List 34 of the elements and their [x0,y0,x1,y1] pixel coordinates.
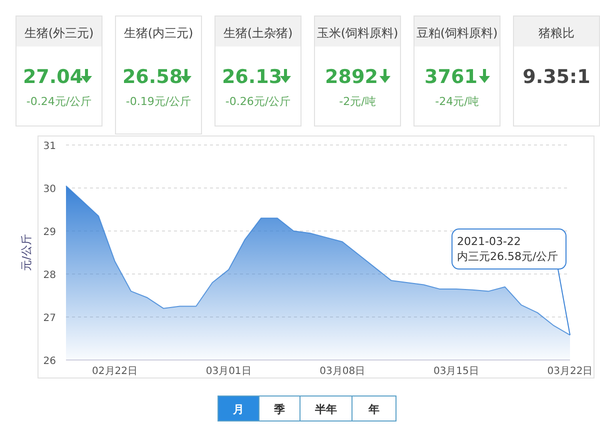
text: 27.04 [22,66,84,88]
y-tick-label: 29 [43,227,56,238]
text: 年 [368,403,380,416]
text: 月 [232,403,244,416]
text: 9.35:1 [522,66,590,88]
text: -0.19元/公斤 [126,95,192,108]
text: 26.13 [222,66,282,88]
y-tick-label: 28 [43,270,56,281]
text: 猪粮比 [538,26,574,40]
text: 季 [273,403,286,416]
x-tick-label: 03月22日 [547,366,593,377]
y-tick-label: 31 [43,141,56,152]
x-tick-label: 03月01日 [206,366,252,377]
text: -24元/吨 [435,95,479,108]
text: -2元/吨 [339,95,376,108]
x-tick-label: 03月15日 [433,366,479,377]
y-tick-label: 27 [43,313,56,324]
text: 26.58 [122,66,183,88]
x-tick-label: 02月22日 [92,366,138,377]
text: 玉米(饲料原料) [316,26,398,40]
text: 3761 [424,66,478,88]
y-tick-label: 26 [43,356,56,367]
text: 豆粕(饲料原料) [416,26,498,40]
text: 生猪(外三元) [24,26,94,40]
text: 半年 [314,403,337,416]
text: 2892 [325,66,378,88]
x-tick-label: 03月08日 [320,366,366,377]
y-axis-title: 元/公斤 [20,234,33,271]
text: -0.24元/公斤 [26,95,92,108]
text: 生猪(内三元) [124,26,194,40]
text: -0.26元/公斤 [225,95,291,108]
y-tick-label: 30 [43,184,56,195]
text: 生猪(土杂猪) [223,26,293,40]
annotation: 2021-03-22 内三元26.58元/公斤 [457,235,558,264]
